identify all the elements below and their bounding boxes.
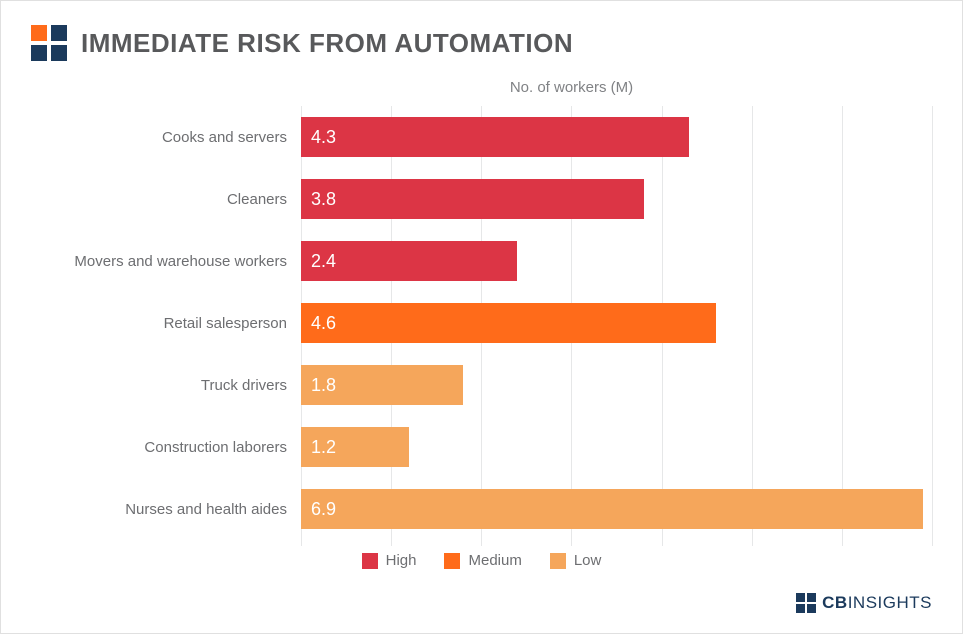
brand-bold: CB	[822, 593, 848, 612]
brand-name: CBINSIGHTS	[822, 593, 932, 613]
legend-label: High	[386, 552, 417, 569]
bar: 6.9	[301, 489, 923, 529]
category-label: Cleaners	[31, 191, 301, 208]
legend-item: Low	[550, 552, 602, 569]
bar-track: 1.8	[301, 365, 932, 405]
category-label: Truck drivers	[31, 377, 301, 394]
category-label: Construction laborers	[31, 439, 301, 456]
footer-brand: CBINSIGHTS	[796, 593, 932, 613]
bar: 4.3	[301, 117, 689, 157]
brand-logo-icon	[31, 25, 67, 61]
gridline	[932, 106, 933, 546]
bar: 4.6	[301, 303, 716, 343]
category-label: Cooks and servers	[31, 129, 301, 146]
plot-area: Cooks and servers4.3 Cleaners3.8 Movers an…	[31, 106, 932, 546]
legend-swatch	[550, 553, 566, 569]
bar: 1.8	[301, 365, 463, 405]
legend-swatch	[362, 553, 378, 569]
category-label: Movers and warehouse workers	[31, 253, 301, 270]
legend-swatch	[444, 553, 460, 569]
bar-track: 4.6	[301, 303, 932, 343]
chart-title: IMMEDIATE RISK FROM AUTOMATION	[81, 28, 573, 59]
category-label: Nurses and health aides	[31, 501, 301, 518]
bar: 3.8	[301, 179, 644, 219]
brand-light: INSIGHTS	[848, 593, 932, 612]
chart-container: IMMEDIATE RISK FROM AUTOMATION No. of wo…	[0, 0, 963, 634]
bar-track: 6.9	[301, 489, 932, 529]
legend-label: Low	[574, 552, 602, 569]
chart-subtitle: No. of workers (M)	[211, 79, 932, 96]
legend-item: Medium	[444, 552, 521, 569]
bar-track: 2.4	[301, 241, 932, 281]
header: IMMEDIATE RISK FROM AUTOMATION	[31, 25, 932, 61]
category-label: Retail salesperson	[31, 315, 301, 332]
legend-label: Medium	[468, 552, 521, 569]
legend: High Medium Low	[31, 552, 932, 569]
brand-mini-icon	[796, 593, 816, 613]
bar-track: 4.3	[301, 117, 932, 157]
legend-item: High	[362, 552, 417, 569]
bar-track: 1.2	[301, 427, 932, 467]
bar: 1.2	[301, 427, 409, 467]
bar-track: 3.8	[301, 179, 932, 219]
bar: 2.4	[301, 241, 517, 281]
